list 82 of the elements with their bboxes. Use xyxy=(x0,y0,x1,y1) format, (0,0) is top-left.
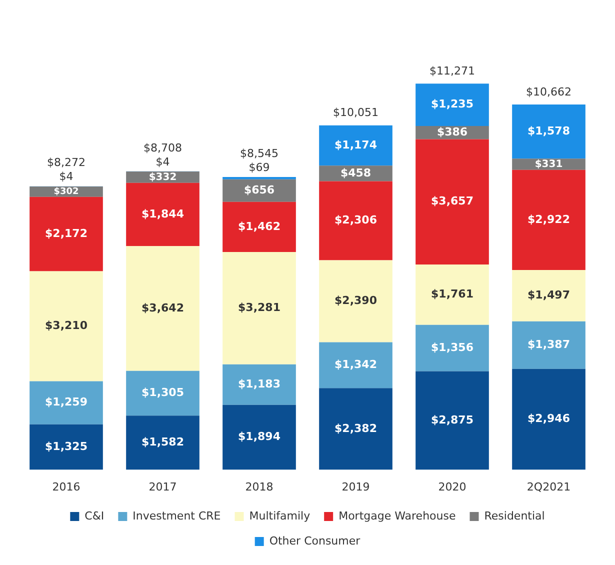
bar xyxy=(416,324,489,372)
bar xyxy=(512,368,586,470)
bar xyxy=(126,246,200,371)
legend-label: Mortgage Warehouse xyxy=(338,509,456,522)
x-tick-label: 2020 xyxy=(438,480,466,494)
bar xyxy=(30,271,103,382)
data-label: $1,259 xyxy=(45,396,88,409)
bar xyxy=(319,342,392,388)
legend-label: Residential xyxy=(484,509,545,522)
data-label: $2,946 xyxy=(528,412,570,426)
data-label: $1,844 xyxy=(142,207,184,220)
bar xyxy=(416,371,489,470)
bar xyxy=(30,381,103,424)
bar xyxy=(319,125,392,166)
total-label: $8,272 xyxy=(47,156,86,170)
legend-label: C&I xyxy=(84,509,104,522)
data-label: $1,342 xyxy=(334,358,377,372)
data-label: $3,210 xyxy=(45,319,88,332)
data-label: $1,235 xyxy=(431,98,474,111)
legend-label: Multifamily xyxy=(249,509,311,522)
data-label: $3,642 xyxy=(142,301,184,314)
data-label: $2,390 xyxy=(334,294,378,308)
data-label: $332 xyxy=(148,172,177,183)
bar xyxy=(512,104,586,159)
data-label: $1,183 xyxy=(238,377,280,390)
data-label: $1,387 xyxy=(528,338,570,351)
data-label: $2,875 xyxy=(431,413,474,426)
bar xyxy=(222,202,296,252)
bar xyxy=(512,270,586,322)
bar xyxy=(222,404,296,470)
data-label: $2,922 xyxy=(528,212,570,226)
bar xyxy=(222,252,296,364)
data-label: $386 xyxy=(436,125,468,138)
bar xyxy=(126,416,200,470)
x-tick-label: 2019 xyxy=(342,480,370,494)
legend-label: Investment CRE xyxy=(132,509,221,522)
data-label: $1,356 xyxy=(431,340,474,354)
data-label: $458 xyxy=(340,166,372,180)
data-label: $1,578 xyxy=(528,124,570,138)
data-label: $4 xyxy=(59,170,74,184)
data-label: $331 xyxy=(534,158,563,170)
data-label: $302 xyxy=(54,187,79,198)
data-label: $69 xyxy=(248,160,270,174)
data-label: $3,657 xyxy=(431,194,474,208)
data-label: $656 xyxy=(244,183,275,196)
data-label: $1,325 xyxy=(45,440,88,453)
total-label: $10,051 xyxy=(333,106,378,120)
bar xyxy=(126,370,200,416)
total-label: $10,662 xyxy=(526,85,572,98)
bar xyxy=(30,424,103,470)
bar xyxy=(512,321,586,369)
data-label: $4 xyxy=(156,155,170,168)
x-tick-label: 2017 xyxy=(148,480,177,494)
bar xyxy=(416,264,489,325)
bar xyxy=(222,364,296,405)
data-label: $2,172 xyxy=(45,226,88,240)
total-label: $11,271 xyxy=(430,64,475,78)
total-label: $8,708 xyxy=(144,141,182,154)
data-label: $1,497 xyxy=(528,288,570,302)
x-tick-label: 2016 xyxy=(52,480,80,494)
bar xyxy=(512,170,586,270)
bar xyxy=(319,181,392,260)
bar xyxy=(126,182,200,246)
data-label: $1,305 xyxy=(142,386,184,400)
data-label: $2,306 xyxy=(334,214,378,227)
legend-label: Other Consumer xyxy=(269,534,361,548)
bar xyxy=(416,84,489,126)
bar xyxy=(319,388,392,470)
x-tick-label: 2Q2021 xyxy=(526,480,571,494)
data-label: $3,281 xyxy=(238,301,280,314)
bar xyxy=(222,179,296,202)
data-label: $1,582 xyxy=(142,436,184,449)
bar xyxy=(416,139,489,264)
x-tick-label: 2018 xyxy=(245,480,274,494)
data-label: $1,761 xyxy=(431,288,474,301)
bar xyxy=(319,260,392,342)
data-label: $1,894 xyxy=(238,430,281,444)
data-label: $1,174 xyxy=(334,138,378,152)
total-label: $8,545 xyxy=(240,146,278,160)
data-label: $1,462 xyxy=(238,220,280,233)
data-label: $2,382 xyxy=(334,422,377,435)
bar xyxy=(30,196,103,272)
